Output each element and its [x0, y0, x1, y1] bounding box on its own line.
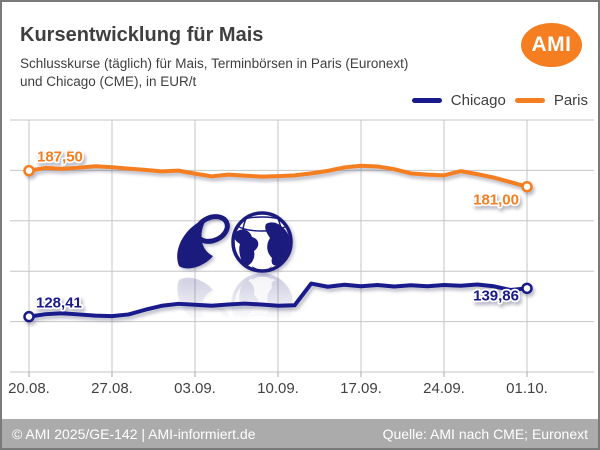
footer-bar: © AMI 2025/GE-142 | AMI-informiert.de Qu… [2, 419, 598, 448]
chart-title: Kursentwicklung für Mais [20, 24, 264, 46]
subtitle-line-1: Schlusskurse (täglich) für Mais, Terminb… [20, 56, 409, 71]
ami-globe-watermark-icon [177, 211, 291, 334]
paris-line [27, 163, 529, 189]
endpoint-marker [23, 164, 35, 177]
x-tick-label: 27.08. [91, 380, 133, 397]
x-tick-label: 03.09. [174, 380, 216, 397]
x-tick-label: 10.09. [257, 380, 299, 397]
chicago-series: 128,41 139,86 [23, 281, 533, 323]
point-value-label: 187,50 [37, 149, 83, 166]
point-value-label: 128,41 [36, 295, 82, 312]
endpoint-marker [23, 310, 35, 323]
x-tick-label: 24.09. [423, 380, 465, 397]
x-tick-label: 17.09. [340, 380, 382, 397]
legend-label-paris: Paris [553, 92, 588, 109]
ami-logo-text: AMI [531, 33, 572, 56]
chicago-line [27, 281, 529, 319]
endpoint-marker [521, 180, 533, 193]
legend-label-chicago: Chicago [450, 92, 506, 109]
subtitle-line-2: und Chicago (CME), in EUR/t [20, 74, 197, 89]
chicago-line-swatch [411, 97, 442, 104]
footer-copyright-text: © AMI 2025/GE-142 | AMI-informiert.de [12, 425, 256, 442]
footer-source-text: Quelle: AMI nach CME; Euronext [382, 425, 588, 442]
x-tick-label: 20.08. [8, 380, 50, 397]
paris-series: 187,50 181,00 [23, 147, 533, 210]
ami-logo: AMI [521, 23, 582, 67]
x-tick-label: 01.10. [506, 380, 548, 397]
point-value-label: 139,86 [473, 287, 519, 304]
point-value-label: 181,00 [473, 192, 519, 209]
paris-line-swatch [514, 97, 545, 104]
endpoint-marker [521, 282, 533, 295]
chart-grid: 20.08. 27.08. 03.09. 10.09. 17.09. 24.09. 01.1… [8, 119, 594, 397]
chart-legend: Chicago Paris [411, 92, 588, 109]
chart-series: 128,41 139,86 187,50 181,00 [23, 147, 533, 323]
chart-subtitle: Schlusskurse (täglich) für Mais, Terminb… [20, 55, 408, 91]
